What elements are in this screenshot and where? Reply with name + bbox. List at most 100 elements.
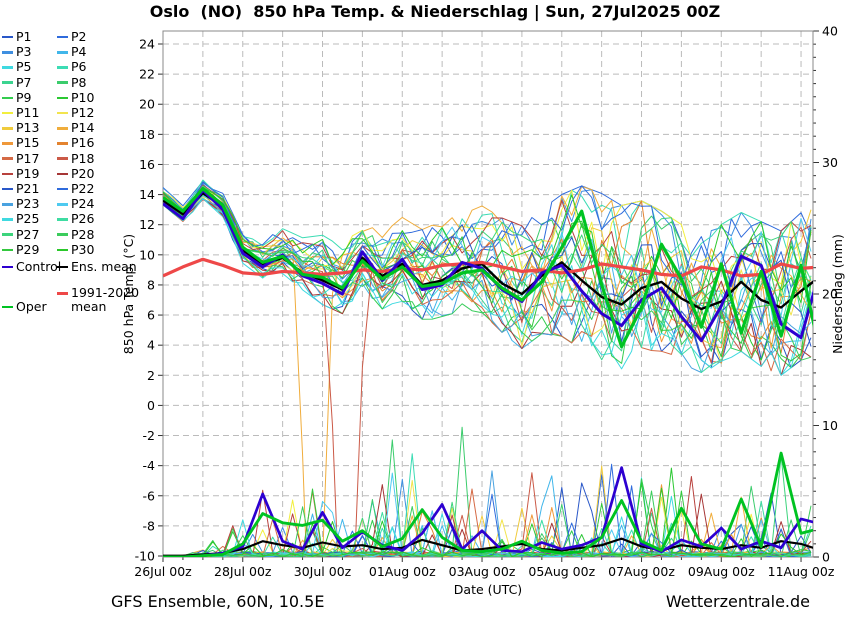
- legend-swatch-icon: [57, 96, 68, 100]
- y-tick-label-left: 8: [147, 277, 155, 292]
- y-tick-label-right: 0: [822, 550, 830, 565]
- y-tick-label-left: -2: [143, 428, 155, 443]
- y-tick-label-right: 10: [822, 418, 838, 433]
- member-temp-p25: [163, 198, 812, 376]
- legend-item-p20: P20: [57, 166, 94, 181]
- legend-swatch-icon: [57, 233, 68, 237]
- legend-item-p8: P8: [57, 74, 87, 90]
- member-temp-p28: [163, 192, 812, 361]
- legend-label: P12: [71, 105, 95, 120]
- y-tick-label-left: -6: [143, 488, 156, 503]
- series-precip-ens-mean: [163, 537, 813, 557]
- legend-item-p26: P26: [57, 212, 94, 226]
- legend-label: P1: [16, 29, 32, 44]
- y-tick-label-right: 20: [822, 287, 838, 302]
- member-temp-p26: [163, 191, 812, 373]
- member-temp-p22: [163, 182, 812, 323]
- legend-label: P4: [71, 44, 87, 60]
- legend-swatch-icon: [2, 142, 13, 145]
- ensemble-legend: P1 P2 P3 P4 P5 P6 P7 P8 P9 P10 P11 P12 P13 P14 P15 P16 P…: [0, 0, 162, 330]
- x-tick-label: 01Aug 00z: [369, 564, 436, 579]
- legend-item-p10: P10: [57, 89, 95, 105]
- main-series-lines: [163, 187, 813, 557]
- legend-label: P14: [71, 120, 95, 136]
- legend-label: P5: [16, 59, 32, 75]
- legend-item-p17: P17: [2, 150, 40, 166]
- legend-item-p15: P15: [2, 136, 39, 150]
- legend-label: P18: [71, 150, 95, 166]
- y-tick-label-left: -8: [143, 518, 156, 533]
- series-temp-oper: [163, 187, 813, 349]
- legend-item-p13: P13: [2, 120, 40, 136]
- series-precip-oper: [163, 451, 813, 557]
- legend-item-p28: P28: [57, 227, 94, 242]
- legend-label: P17: [16, 150, 40, 166]
- legend-label: P23: [16, 196, 40, 212]
- y-tick-label-left: 22: [139, 67, 155, 82]
- legend-item-p11: P11: [2, 105, 39, 120]
- y-tick-label-left: 0: [147, 398, 155, 413]
- legend-item-p18: P18: [57, 150, 95, 166]
- legend-item-p21: P21: [2, 181, 40, 196]
- legend-item-clim-mean: 1991-2020 mean: [57, 285, 143, 315]
- legend-label: P25: [16, 211, 40, 227]
- legend-label: P21: [16, 181, 40, 196]
- y-tick-label-right: 30: [822, 155, 838, 170]
- legend-label: 1991-2020 mean: [71, 285, 140, 315]
- legend-swatch-icon: [57, 187, 68, 191]
- legend-label: P27: [16, 226, 40, 242]
- legend-label: P8: [71, 74, 87, 90]
- ensemble-member-lines: [163, 179, 812, 557]
- legend-label: P3: [16, 44, 32, 60]
- legend-label: P30: [71, 241, 95, 257]
- model-caption: GFS Ensemble, 60N, 10.5E: [111, 592, 325, 611]
- legend-swatch-icon: [57, 248, 68, 252]
- legend-label: P22: [71, 181, 95, 196]
- legend-swatch-icon: [57, 111, 68, 115]
- legend-swatch-icon: [57, 218, 68, 221]
- legend-label: Ens. mean: [71, 259, 137, 274]
- legend-label: P10: [71, 89, 95, 105]
- legend-swatch-icon: [2, 35, 13, 39]
- member-precip-p23: [163, 470, 811, 557]
- x-tick-label: 11Aug 00z: [768, 564, 835, 579]
- site-caption: Wetterzentrale.de: [665, 592, 810, 611]
- legend-item-p1: P1: [2, 29, 32, 44]
- legend-item-p7: P7: [2, 74, 32, 90]
- x-tick-label: 28Jul 00z: [214, 564, 272, 579]
- legend-swatch-icon: [2, 51, 13, 54]
- legend-label: P9: [16, 89, 32, 105]
- legend-label: P7: [16, 74, 32, 90]
- legend-item-p9: P9: [2, 89, 32, 105]
- y-tick-label-left: 24: [139, 37, 155, 52]
- legend-item-p27: P27: [2, 226, 40, 242]
- legend-item-p2: P2: [57, 29, 87, 44]
- legend-swatch-icon: [2, 233, 13, 237]
- legend-item-p23: P23: [2, 196, 40, 212]
- legend-swatch-icon: [57, 265, 68, 269]
- member-temp-p27: [163, 185, 812, 344]
- y-tick-label-left: 14: [139, 187, 155, 202]
- x-tick-label: 03Aug 00z: [449, 564, 516, 579]
- legend-item-p19: P19: [2, 166, 39, 181]
- legend-label: P26: [71, 211, 95, 227]
- member-temp-p29: [163, 192, 812, 362]
- legend-item-p5: P5: [2, 60, 32, 74]
- legend-label: P2: [71, 29, 87, 44]
- y-tick-label-left: 2: [147, 368, 155, 383]
- legend-swatch-icon: [57, 292, 68, 295]
- legend-item-control: Control: [2, 259, 61, 274]
- legend-item-p6: P6: [57, 60, 87, 74]
- legend-swatch-icon: [2, 111, 13, 115]
- legend-swatch-icon: [2, 187, 13, 191]
- legend-item-p3: P3: [2, 44, 32, 60]
- member-temp-p19: [163, 184, 812, 298]
- x-tick-label: 07Aug 00z: [608, 564, 675, 579]
- legend-swatch-icon: [2, 157, 13, 161]
- legend-label: P13: [16, 120, 40, 136]
- legend-item-p24: P24: [57, 196, 94, 211]
- legend-swatch-icon: [57, 51, 68, 54]
- y-tick-label-left: 20: [139, 97, 155, 112]
